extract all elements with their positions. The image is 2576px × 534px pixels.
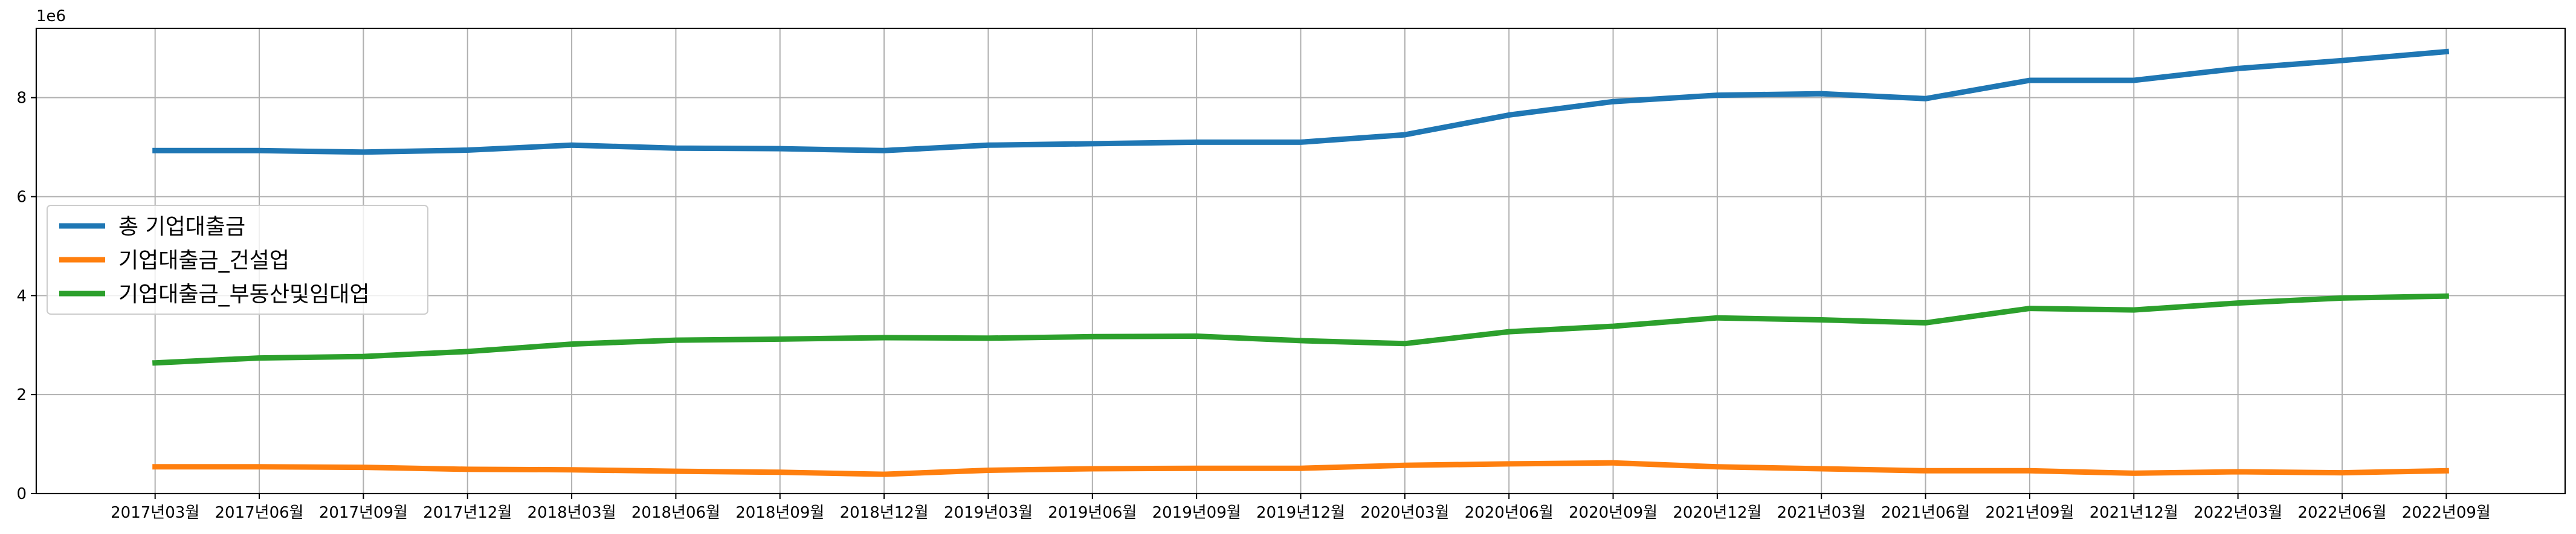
y-tick-label: 0: [16, 485, 27, 503]
legend-box: [47, 205, 428, 315]
y-axis-ticks: 0 2 4 6 8: [16, 89, 36, 503]
series-group: [152, 293, 2449, 366]
x-tick-label: 2017년03월: [111, 504, 199, 522]
legend-label: 총 기업대출금: [118, 214, 245, 239]
x-tick-label: 2019년03월: [944, 504, 1033, 522]
series-group: [152, 460, 2449, 477]
x-tick-label: 2020년06월: [1465, 504, 1554, 522]
y-tick-label: 6: [16, 188, 27, 207]
series-group: [152, 48, 2450, 155]
x-gridlines: [154, 28, 2447, 494]
x-tick-label: 2018년09월: [735, 504, 824, 522]
x-tick-label: 2018년12월: [840, 504, 929, 522]
x-tick-label: 2017년09월: [319, 504, 408, 522]
y-tick-label: 2: [16, 386, 27, 404]
x-tick-label: 2022년03월: [2193, 504, 2282, 522]
x-tick-label: 2020년03월: [1360, 504, 1449, 522]
x-tick-label: 2018년03월: [528, 504, 616, 522]
x-tick-label: 2019년09월: [1152, 504, 1241, 522]
x-tick-label: 2022년06월: [2297, 504, 2386, 522]
x-tick-label: 2021년03월: [1777, 504, 1866, 522]
x-tick-label: 2020년12월: [1673, 504, 1761, 522]
x-tick-label: 2021년09월: [1985, 504, 2074, 522]
x-tick-label: 2021년12월: [2090, 504, 2178, 522]
series-lines: [152, 48, 2450, 477]
legend-label: 기업대출금_부동산및임대업: [118, 282, 369, 307]
x-tick-label: 2017년06월: [215, 504, 303, 522]
x-axis-ticks: 2017년03월 2017년06월 2017년09월 2017년12월 2018년03월…: [111, 494, 2491, 522]
x-tick-label: 2022년09월: [2402, 504, 2491, 522]
y-tick-label: 4: [16, 287, 27, 305]
x-tick-label: 2019년12월: [1256, 504, 1345, 522]
x-tick-label: 2020년09월: [1569, 504, 1658, 522]
x-tick-label: 2019년06월: [1048, 504, 1137, 522]
x-tick-label: 2018년06월: [631, 504, 720, 522]
y-tick-label: 8: [16, 89, 27, 108]
y-axis-offset-label: 1e6: [36, 7, 66, 25]
legend-label: 기업대출금_건설업: [118, 248, 289, 273]
x-tick-label: 2017년12월: [423, 504, 512, 522]
x-tick-label: 2021년06월: [1881, 504, 1970, 522]
